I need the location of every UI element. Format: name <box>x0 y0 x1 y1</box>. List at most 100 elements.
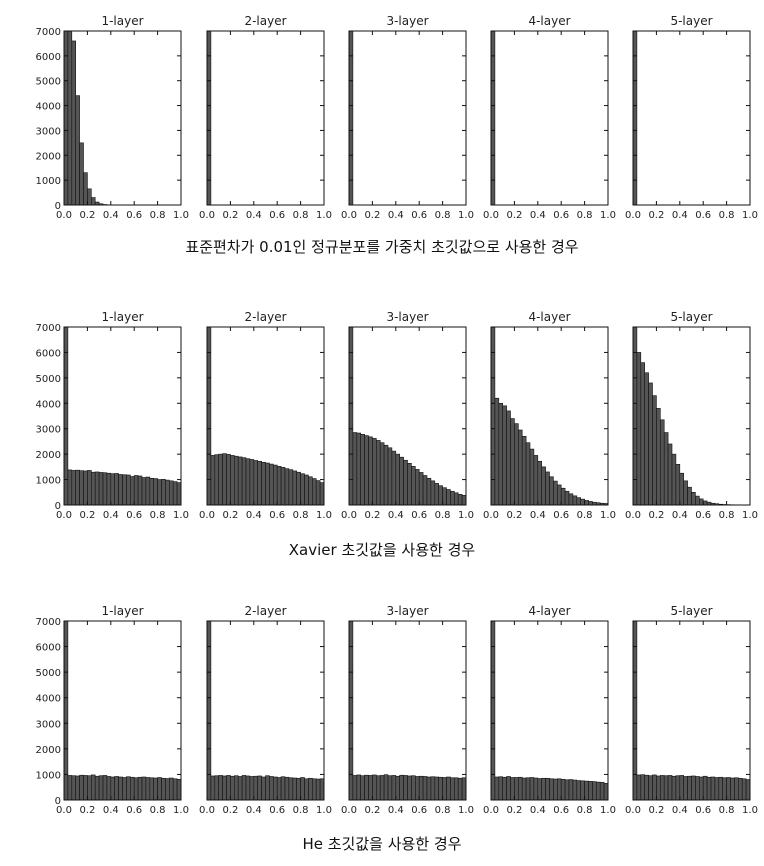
histogram-bar <box>553 778 558 801</box>
x-tick-label: 0.4 <box>530 805 546 816</box>
x-tick-label: 0.6 <box>695 510 711 521</box>
y-tick-label: 1000 <box>36 176 61 187</box>
histogram-bar <box>652 774 657 801</box>
histogram-bar <box>63 620 69 801</box>
histogram-bar <box>308 476 313 506</box>
histogram-bar <box>592 781 597 801</box>
histogram-bar <box>169 777 174 801</box>
histogram-bar <box>560 487 566 506</box>
x-tick-label: 0.6 <box>126 805 142 816</box>
x-tick-label: 0.6 <box>126 210 142 221</box>
x-tick-label: 0.0 <box>199 805 215 816</box>
histogram-bar <box>403 459 408 506</box>
histogram-bar <box>87 775 92 801</box>
histogram-bar <box>145 476 151 506</box>
histogram-bar <box>234 455 239 506</box>
histogram-bar <box>741 778 747 801</box>
histogram-bar <box>145 777 151 801</box>
histogram-bar <box>137 475 143 506</box>
histogram-bar <box>368 436 373 506</box>
histogram-bar <box>510 777 515 801</box>
histogram-bar <box>453 777 459 801</box>
histogram-bar <box>502 405 507 506</box>
histogram-bar <box>311 778 317 801</box>
y-tick-label: 2000 <box>36 151 61 162</box>
x-tick-label: 0.8 <box>719 210 735 221</box>
histogram-bar <box>75 775 80 801</box>
histogram-bar <box>360 775 365 801</box>
panel-title: 5-layer <box>670 310 712 324</box>
histogram-bar <box>656 408 661 506</box>
panel-frame <box>632 620 751 801</box>
histogram-bar <box>603 783 609 801</box>
histogram-bar <box>176 778 182 801</box>
histogram-bar <box>257 775 262 801</box>
y-tick-label: 4000 <box>36 102 61 113</box>
histogram-bar <box>222 453 227 506</box>
panel-2-1: 1-layer 0.0 0.2 0.4 0.6 0.8 1.0 0 1000 2000 3000 40… <box>36 310 189 521</box>
x-tick-label: 1.0 <box>458 210 474 221</box>
histogram-bar <box>580 498 585 506</box>
x-tick-label: 0.4 <box>388 510 404 521</box>
histogram-bar <box>636 352 642 506</box>
histogram-bar <box>434 483 439 506</box>
histogram-bar <box>272 464 278 506</box>
histogram-bar <box>438 485 443 506</box>
histogram-bar <box>537 778 542 801</box>
x-tick-label: 1.0 <box>173 210 189 221</box>
histogram-bar <box>379 775 385 801</box>
histogram-bar <box>632 30 638 206</box>
histogram-bar <box>172 778 178 801</box>
histogram-bar <box>284 468 290 506</box>
x-tick-label: 0.2 <box>79 805 95 816</box>
histogram-bar <box>280 776 286 801</box>
histogram-bar <box>426 776 432 801</box>
x-tick-label: 0.4 <box>103 805 119 816</box>
panel-3-3: 3-layer 0.0 0.2 0.4 0.6 0.8 1.0 <box>341 604 474 816</box>
x-tick-label: 1.0 <box>742 510 758 521</box>
histogram-bar <box>75 95 80 206</box>
histogram-bar <box>418 472 424 506</box>
x-tick-label: 0.6 <box>695 210 711 221</box>
histogram-bar <box>698 776 704 801</box>
histogram-bar <box>292 777 297 801</box>
histogram-bar <box>517 776 523 801</box>
histogram-bar <box>261 461 266 506</box>
x-tick-label: 0.8 <box>577 510 593 521</box>
x-tick-label: 0.0 <box>56 510 72 521</box>
histogram-bar <box>253 460 259 506</box>
panel-frame <box>63 326 182 506</box>
histogram-bar <box>210 775 216 801</box>
histogram-bar <box>502 776 507 801</box>
x-tick-label: 0.0 <box>625 210 641 221</box>
histogram-bar <box>130 476 135 506</box>
histogram-bar <box>438 776 443 801</box>
histogram-bar <box>249 459 255 506</box>
histogram-bar <box>545 777 550 801</box>
x-tick-label: 0.6 <box>411 510 427 521</box>
histogram-bar <box>430 480 436 506</box>
x-tick-label: 0.2 <box>506 210 522 221</box>
histogram-bar <box>141 776 147 801</box>
x-tick-label: 0.8 <box>435 805 451 816</box>
x-tick-label: 0.2 <box>364 805 380 816</box>
panel-title: 3-layer <box>386 14 428 28</box>
histogram-bar <box>568 493 574 506</box>
histogram-bar <box>706 776 712 801</box>
histogram-bar <box>510 418 515 506</box>
histogram-bar <box>269 463 274 506</box>
histogram-bar <box>245 775 251 801</box>
histogram-bar <box>648 382 653 506</box>
x-tick-label: 0.2 <box>364 210 380 221</box>
panel-frame <box>348 30 467 206</box>
histogram-bar <box>98 775 104 801</box>
y-tick-label: 6000 <box>36 643 61 654</box>
histogram-bar <box>222 775 227 801</box>
histogram-bar <box>498 776 503 801</box>
y-tick-label: 0 <box>55 501 61 512</box>
histogram-bar <box>549 476 554 506</box>
histogram-bar <box>122 777 127 801</box>
histogram-bar <box>659 419 665 506</box>
histogram-bar <box>110 776 116 801</box>
histogram-bar <box>584 500 589 506</box>
